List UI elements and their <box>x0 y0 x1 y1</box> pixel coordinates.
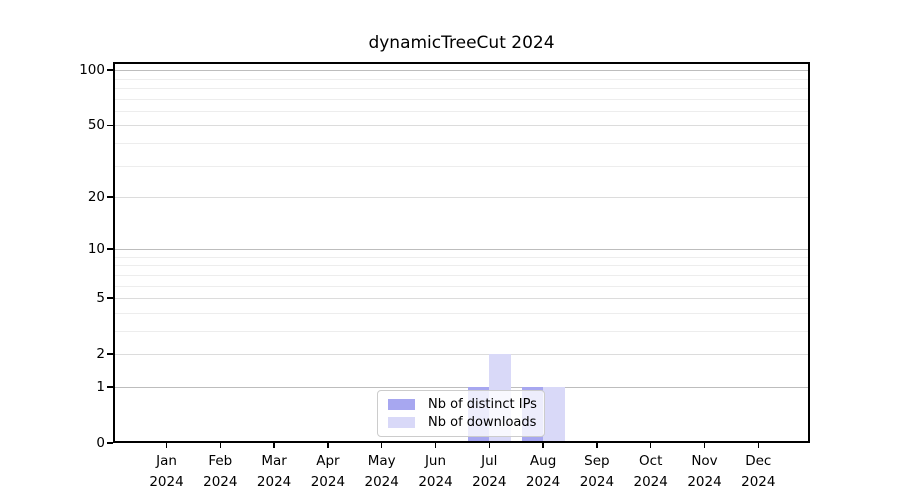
plot-area <box>113 62 810 443</box>
gridline <box>113 197 810 198</box>
gridline-minor <box>113 312 810 314</box>
x-tick-label: Aug 2024 <box>513 451 573 492</box>
x-tick-month: May <box>367 453 396 469</box>
gridline <box>113 125 810 127</box>
gridline-minor <box>113 285 810 287</box>
legend-item-distinct-ips: Nb of distinct IPs <box>388 395 537 414</box>
gridline <box>113 354 810 356</box>
x-tick-month: Apr <box>316 453 340 469</box>
x-tick-month: Aug <box>529 453 557 469</box>
y-axis-spine <box>113 62 115 443</box>
y-tick-label: 10 <box>87 241 105 258</box>
x-tick-year: 2024 <box>525 473 561 490</box>
x-tick-year: 2024 <box>633 473 668 490</box>
x-tick-label: Dec 2024 <box>728 451 788 492</box>
legend-label-downloads: Nb of downloads <box>428 415 537 431</box>
gridline-minor <box>113 274 810 276</box>
x-tick-label: Apr 2024 <box>298 451 358 492</box>
y-tick <box>107 124 113 127</box>
x-tick-year: 2024 <box>472 473 507 490</box>
x-tick <box>273 443 275 448</box>
x-tick <box>434 443 437 448</box>
y-tick-label: 0 <box>96 435 105 451</box>
y-tick <box>107 353 113 356</box>
x-tick <box>757 443 760 448</box>
x-tick <box>703 443 706 448</box>
x-tick-year: 2024 <box>203 473 238 490</box>
y-tick-label: 20 <box>87 189 105 205</box>
y-tick <box>107 386 113 388</box>
gridline <box>113 249 810 251</box>
gridline-minor <box>113 256 810 258</box>
right-spine <box>808 62 810 443</box>
x-tick-label: Jul 2024 <box>459 451 519 492</box>
gridline <box>113 298 810 300</box>
top-spine <box>113 62 810 64</box>
legend: Nb of distinct IPs Nb of downloads <box>377 390 545 437</box>
x-tick-label: Feb 2024 <box>190 451 250 492</box>
x-tick-label: Nov 2024 <box>675 451 735 492</box>
y-tick-label: 5 <box>96 290 105 307</box>
y-tick-label: 50 <box>87 117 105 134</box>
x-tick <box>327 443 329 448</box>
x-tick-month: Jun <box>424 453 447 469</box>
x-tick-month: Oct <box>639 453 663 469</box>
x-tick <box>380 443 383 448</box>
y-tick <box>107 69 113 71</box>
x-tick-year: 2024 <box>256 473 292 490</box>
x-tick-year: 2024 <box>418 473 453 490</box>
y-tick <box>107 196 113 198</box>
x-tick <box>649 443 652 448</box>
x-tick-label: May 2024 <box>352 451 412 492</box>
x-tick-year: 2024 <box>687 473 722 490</box>
x-tick-year: 2024 <box>579 473 615 490</box>
x-tick-month: Feb <box>208 453 233 469</box>
legend-swatch-distinct-ips <box>388 398 415 410</box>
x-tick-year: 2024 <box>149 473 184 490</box>
x-tick-label: Mar 2024 <box>244 451 304 492</box>
gridline-minor <box>113 330 810 332</box>
legend-item-downloads: Nb of downloads <box>388 414 537 433</box>
x-tick-label: Jan 2024 <box>137 451 197 492</box>
y-tick-label: 2 <box>96 346 105 363</box>
gridline <box>113 70 810 72</box>
x-tick-label: Sep 2024 <box>567 451 627 492</box>
x-tick-year: 2024 <box>310 473 346 490</box>
x-tick <box>219 443 222 448</box>
chart-title: dynamicTreeCut 2024 <box>368 33 555 53</box>
y-tick <box>107 442 113 444</box>
gridline-minor <box>113 142 810 144</box>
bar-downloads-aug <box>543 386 565 443</box>
gridline-minor <box>113 110 810 112</box>
x-tick-month: Jan <box>156 453 177 469</box>
y-tick <box>107 297 113 300</box>
x-tick-month: Mar <box>261 453 287 469</box>
gridline-minor <box>113 78 810 80</box>
y-tick-label: 1 <box>96 378 105 395</box>
x-tick-year: 2024 <box>364 473 399 490</box>
gridline-minor <box>113 98 810 100</box>
x-tick <box>165 443 168 448</box>
x-tick-year: 2024 <box>741 473 776 490</box>
x-axis-spine <box>113 441 810 443</box>
x-tick <box>488 443 491 448</box>
x-tick-month: Nov <box>691 453 718 469</box>
legend-swatch-downloads <box>388 417 415 429</box>
x-tick-month: Dec <box>745 453 772 469</box>
gridline-minor <box>113 87 810 89</box>
x-tick-label: Oct 2024 <box>621 451 681 492</box>
gridline-minor <box>113 165 810 167</box>
x-tick <box>596 443 598 448</box>
gridline-minor <box>113 265 810 267</box>
y-tick-label: 100 <box>79 62 105 79</box>
x-tick-month: Jul <box>481 453 498 469</box>
y-tick <box>107 248 113 251</box>
x-tick-month: Sep <box>584 453 610 469</box>
x-tick <box>542 443 544 448</box>
legend-label-distinct-ips: Nb of distinct IPs <box>428 396 537 412</box>
x-tick-label: Jun 2024 <box>406 451 466 492</box>
gridline <box>113 386 810 388</box>
